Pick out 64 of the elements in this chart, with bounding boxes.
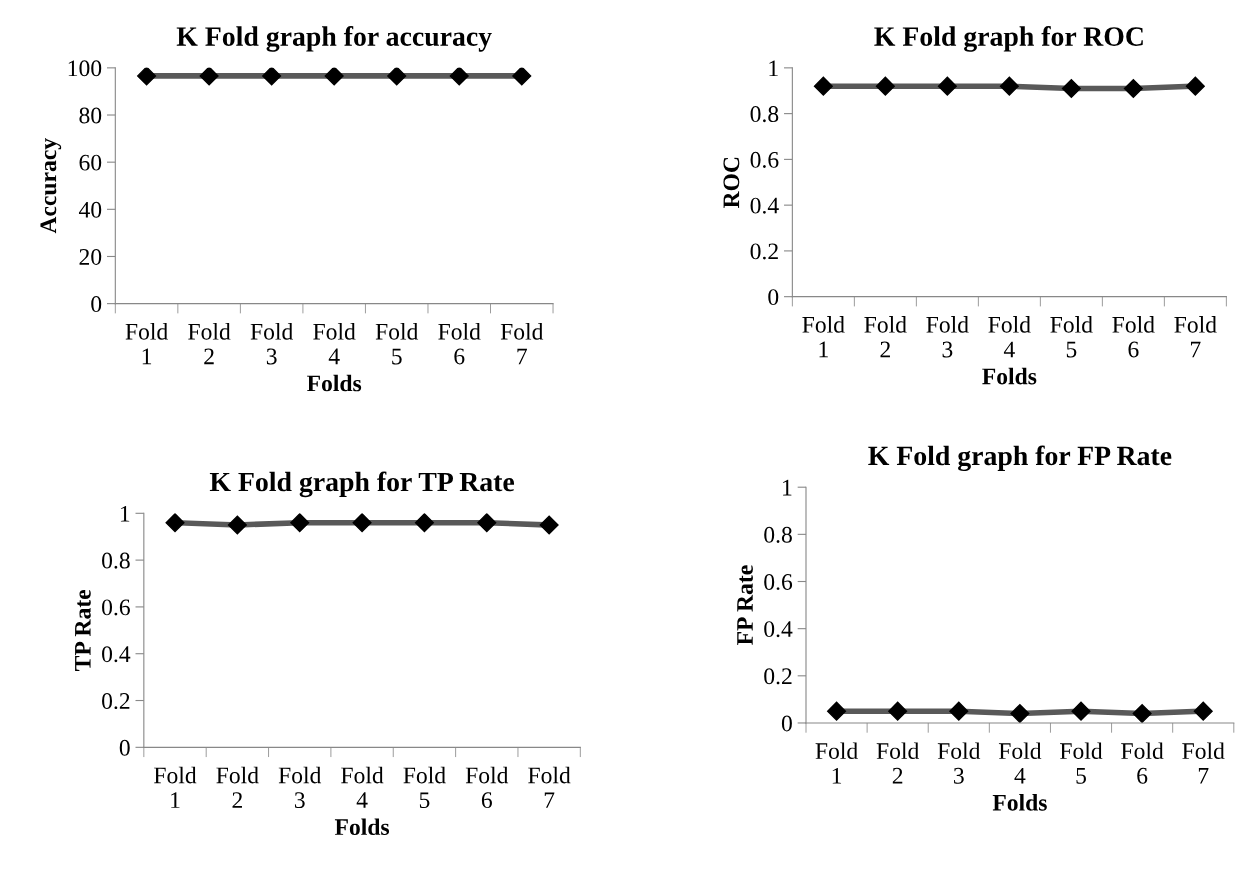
y-tick-label: 0.6 — [764, 574, 793, 591]
x-tick-label: Fold 4 — [988, 316, 1031, 358]
x-tick-label: Fold 2 — [188, 323, 231, 365]
x-tick-label: Fold 1 — [815, 742, 858, 784]
y-tick-label: 0.4 — [750, 197, 779, 214]
y-tick-label: 0.8 — [764, 526, 792, 543]
chart-title: K Fold graph for TP Rate — [209, 471, 515, 498]
x-tick-label: Fold 1 — [802, 316, 845, 358]
x-tick-label: Fold 7 — [500, 323, 544, 365]
x-axis-title: Folds — [307, 374, 362, 392]
y-tick-label: 20 — [79, 248, 102, 265]
x-tick-label: Fold 6 — [465, 766, 509, 809]
x-tick-label: Fold 3 — [937, 742, 981, 784]
y-tick-label: 0.4 — [764, 621, 793, 638]
y-tick-label: 0.8 — [102, 552, 130, 569]
y-tick-label: 40 — [78, 201, 102, 218]
x-tick-label: Fold 6 — [1112, 316, 1155, 358]
x-tick-label: Fold 5 — [375, 323, 419, 365]
y-tick-label: 1 — [120, 505, 130, 522]
x-tick-label: Fold 4 — [313, 323, 356, 365]
x-tick-label: Fold 7 — [1182, 742, 1225, 784]
x-tick-label: Fold 6 — [1121, 742, 1164, 784]
x-tick-label: Fold 2 — [216, 766, 259, 808]
y-axis-title: FP Rate — [737, 565, 753, 646]
y-axis-title: TP Rate — [75, 589, 91, 671]
y-tick-label: 0.2 — [750, 243, 778, 260]
x-tick-label: Fold 3 — [250, 323, 294, 365]
x-tick-label: Fold 6 — [438, 323, 481, 365]
x-tick-label: Fold 5 — [403, 766, 446, 809]
x-tick-label: Fold 1 — [154, 766, 197, 808]
x-tick-label: Fold 7 — [1174, 316, 1217, 358]
y-tick-label: 60 — [79, 154, 102, 171]
x-tick-label: Fold 2 — [864, 316, 907, 358]
y-tick-label: 0 — [781, 715, 792, 732]
x-tick-label: Fold 3 — [278, 766, 322, 809]
y-tick-label: 0.8 — [750, 106, 779, 123]
x-tick-label: Fold 2 — [876, 742, 920, 784]
y-tick-label: 80 — [79, 107, 102, 124]
y-tick-label: 0.4 — [102, 646, 131, 663]
x-tick-label: Fold 7 — [528, 766, 571, 808]
chart-title: K Fold graph for ROC — [874, 26, 1143, 52]
x-tick-label: Fold 1 — [125, 323, 168, 365]
y-tick-label: 0.6 — [750, 151, 779, 168]
y-tick-label: 0.2 — [764, 668, 792, 685]
x-axis-title: Folds — [334, 818, 390, 836]
y-tick-label: 0.6 — [102, 599, 130, 616]
x-tick-label: Fold 5 — [1060, 742, 1103, 784]
y-axis-title: Accuracy — [40, 138, 62, 234]
y-tick-label: 100 — [68, 60, 102, 77]
y-tick-label: 1 — [769, 60, 778, 77]
y-tick-label: 0 — [768, 289, 779, 306]
y-tick-label: 0.2 — [102, 693, 130, 710]
x-tick-label: Fold 5 — [1050, 316, 1093, 358]
x-axis-title: Folds — [982, 367, 1037, 385]
x-axis-title: Folds — [992, 794, 1047, 811]
y-tick-label: 0 — [119, 739, 130, 756]
x-tick-label: Fold 3 — [926, 316, 969, 358]
chart-title: K Fold graph for FP Rate — [868, 445, 1172, 472]
chart-title: K Fold graph for accuracy — [176, 26, 492, 52]
y-axis-title: ROC — [723, 157, 740, 209]
x-tick-label: Fold 4 — [341, 766, 384, 808]
y-tick-label: 0 — [91, 296, 102, 313]
y-tick-label: 1 — [783, 479, 792, 496]
x-tick-label: Fold 4 — [998, 742, 1042, 784]
